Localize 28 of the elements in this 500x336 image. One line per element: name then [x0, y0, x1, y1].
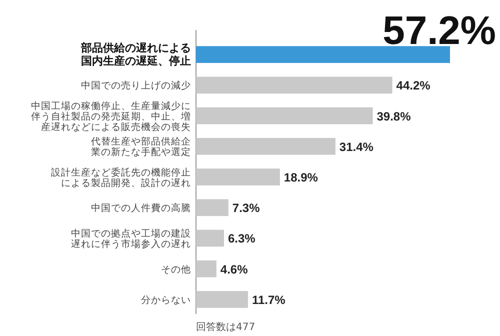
data-label: 6.3%: [228, 232, 256, 246]
y-tick-label: 部品供給の遅れによる国内生産の遅延、停止: [80, 42, 191, 68]
y-tick-label: 中国工場の稼働停止、生産量減少に伴う自社製品の発売延期、中止、増産遅れなどによる販売機会の喪失: [31, 100, 191, 133]
data-label: 4.6%: [220, 262, 248, 276]
data-label: 11.7%: [252, 292, 286, 307]
y-tick-label: その他: [161, 263, 191, 276]
bar: [196, 199, 228, 216]
bar: [196, 138, 336, 155]
y-tick-label: 設計生産など委託先の機能停止による製品開発、設計の遅れ: [51, 166, 191, 189]
y-tick-label: 中国での売り上げの減少: [81, 80, 191, 92]
y-tick-label: 中国での拠点や工場の建設遅れに伴う市場参入の遅れ: [71, 227, 191, 250]
data-label: 18.9%: [284, 170, 318, 184]
data-label: 39.8%: [376, 109, 412, 124]
bar: [196, 291, 248, 308]
bar: [196, 168, 280, 186]
data-label: 44.2%: [396, 78, 431, 93]
y-tick-label: 分からない: [141, 294, 191, 306]
bar: [196, 260, 216, 278]
bar: [196, 76, 392, 94]
bar: [196, 46, 450, 63]
text: 回答数は477: [196, 321, 256, 333]
bar: [196, 230, 224, 247]
data-label: 31.4%: [339, 140, 374, 154]
data-label: 57.2%: [382, 9, 496, 54]
y-tick-label: 代替生産や部品供給企業の新たな手配や選定: [90, 136, 191, 158]
data-label: 7.3%: [232, 201, 260, 216]
y-tick-label: 中国での人件費の高騰: [91, 202, 191, 214]
bar: [196, 107, 373, 124]
